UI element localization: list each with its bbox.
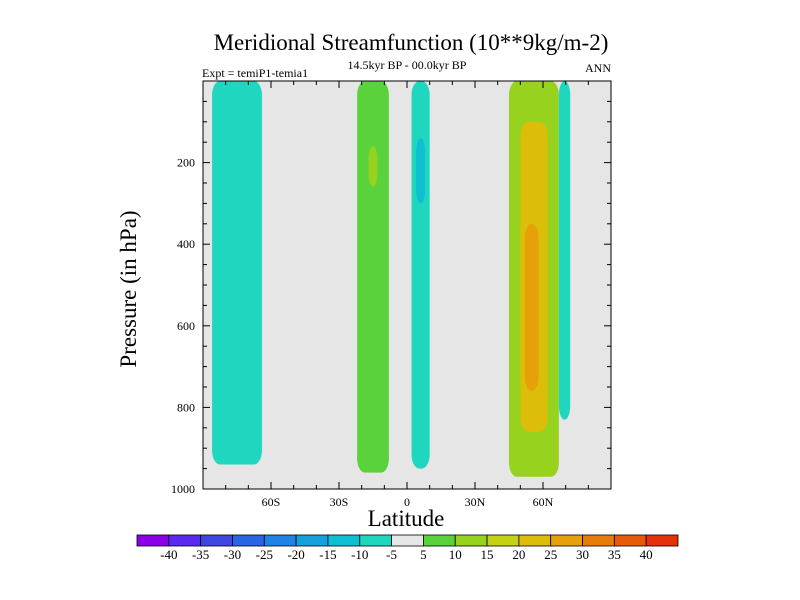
y-tick-label: 400: [177, 237, 195, 251]
colorbar-label: -10: [351, 547, 368, 562]
colorbar-label: 25: [544, 547, 557, 562]
colorbar-label: 5: [420, 547, 427, 562]
colorbar: -40 -35 -30 -25 -20 -15 -10 -5 5 10 15 20 25 30 35 40: [136, 534, 679, 562]
x-tick-label: 60S: [262, 495, 281, 509]
y-axis-ticks: 200 400 600 800 1000: [171, 80, 611, 496]
x-axis-label: Latitude: [368, 506, 445, 531]
x-tick-label: 0: [404, 495, 410, 509]
colorbar-box: [168, 534, 202, 547]
colorbar-box: [550, 534, 583, 547]
colorbar-label: 10: [449, 547, 462, 562]
colorbar-label: -5: [386, 547, 397, 562]
chart-title: Meridional Streamfunction (10**9kg/m-2): [214, 30, 609, 55]
contour-nh-positive-max: [524, 223, 539, 392]
colorbar-box: [391, 534, 424, 547]
contour-tropical-positive-core: [368, 146, 378, 188]
subtitle-period: 14.5kyr BP - 00.0kyr BP: [348, 58, 467, 72]
contour-nh-negative-edge: [558, 81, 571, 420]
subtitle-experiment: Expt = temiP1-temia1: [202, 66, 308, 80]
colorbar-box: [327, 534, 361, 547]
y-axis-label: Pressure (in hPa): [116, 210, 141, 367]
contour-equatorial-negative-core: [416, 138, 426, 204]
colorbar-box: [200, 534, 233, 547]
colorbar-box: [582, 534, 615, 547]
colorbar-label: 15: [481, 547, 494, 562]
colorbar-box: [613, 534, 647, 547]
colorbar-label: 40: [640, 547, 653, 562]
colorbar-box: [232, 534, 265, 547]
subtitle-season: ANN: [585, 61, 611, 75]
colorbar-label: -15: [319, 547, 336, 562]
y-tick-label: 800: [177, 400, 195, 414]
colorbar-label: 30: [576, 547, 589, 562]
contour-sh-negative-band: [212, 81, 262, 465]
colorbar-label: -25: [256, 547, 273, 562]
colorbar-label: -40: [160, 547, 177, 562]
colorbar-box: [295, 534, 329, 547]
colorbar-label: 20: [512, 547, 525, 562]
colorbar-label: -30: [224, 547, 241, 562]
colorbar-label: -20: [287, 547, 304, 562]
x-tick-label: 30S: [330, 495, 349, 509]
contour-fields: [212, 81, 571, 477]
x-tick-label: 30N: [465, 495, 486, 509]
y-tick-label: 600: [177, 319, 195, 333]
contour-tropical-positive: [357, 81, 389, 473]
colorbar-box: [423, 534, 456, 547]
colorbar-box: [454, 534, 488, 547]
colorbar-box: [518, 534, 552, 547]
y-tick-label: 200: [177, 156, 195, 170]
y-tick-label: 1000: [171, 482, 195, 496]
x-axis-ticks: 60S 30S 0 30N 60N: [202, 81, 612, 509]
colorbar-box: [486, 534, 520, 547]
x-tick-label: 60N: [533, 495, 554, 509]
colorbar-label: -35: [192, 547, 209, 562]
colorbar-box: [645, 534, 679, 547]
colorbar-box: [136, 534, 170, 547]
colorbar-box: [263, 534, 297, 547]
colorbar-label: 35: [608, 547, 621, 562]
colorbar-box: [359, 534, 392, 547]
